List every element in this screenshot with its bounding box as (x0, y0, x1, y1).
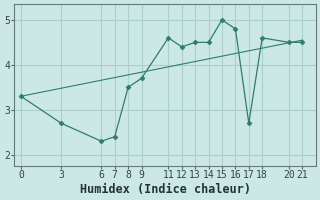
X-axis label: Humidex (Indice chaleur): Humidex (Indice chaleur) (80, 183, 251, 196)
